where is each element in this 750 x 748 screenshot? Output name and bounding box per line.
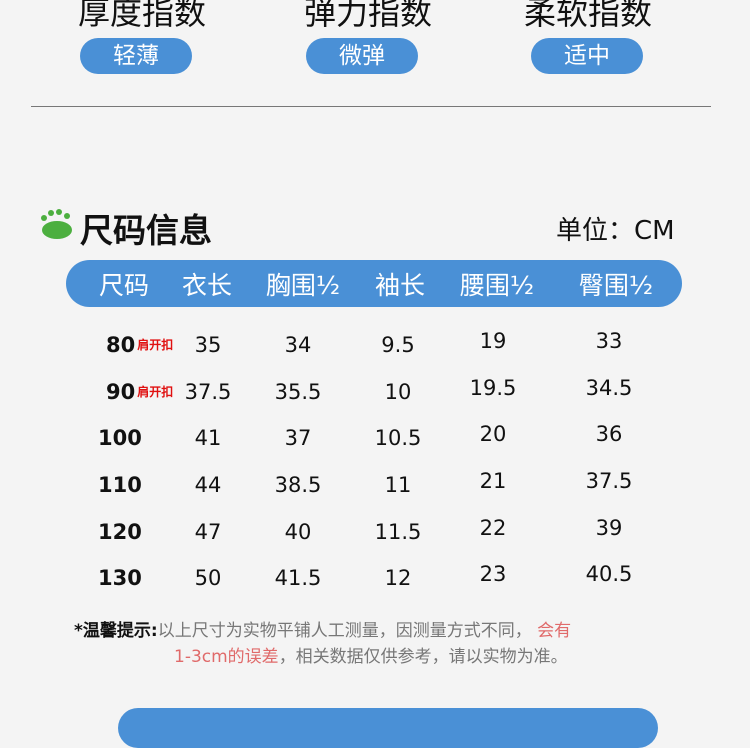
size-value: 90 [106, 380, 136, 404]
thickness-title: 厚度指数 [77, 0, 206, 32]
size-cell: 100 [98, 426, 142, 450]
table-cell: 33 [595, 329, 623, 353]
size-cell: 130 [98, 566, 142, 590]
note: *温馨提示:以上尺寸为实物平铺人工测量，因测量方式不同， 会有 1-3cm的误差… [74, 618, 571, 670]
table-cell: 40.5 [585, 562, 633, 586]
bottom-banner [118, 708, 658, 748]
elasticity-badge: 微弹 [306, 38, 418, 74]
table-cell: 34 [284, 333, 312, 357]
table-cell: 41.5 [274, 566, 322, 590]
divider [31, 106, 711, 107]
size-cell: 110 [98, 473, 142, 497]
thickness-badge: 轻薄 [80, 38, 192, 74]
table-cell: 23 [479, 562, 507, 586]
softness-title: 柔软指数 [523, 0, 652, 32]
table-cell: 40 [284, 520, 312, 544]
size-tag: 肩开扣 [137, 385, 174, 399]
table-cell: 9.5 [381, 333, 415, 357]
table-cell: 37.5 [184, 380, 232, 404]
table-cell: 39 [595, 516, 623, 540]
table-cell: 50 [194, 566, 222, 590]
note-text-2: ，相关数据仅供参考，请以实物为准。 [278, 647, 568, 667]
elasticity-title: 弹力指数 [303, 0, 432, 32]
size-value: 110 [98, 473, 142, 497]
table-cell: 35.5 [274, 380, 322, 404]
header-cell: 尺码 [98, 271, 149, 300]
unit-label: 单位：CM [556, 216, 675, 246]
table-header [66, 260, 682, 307]
table-cell: 44 [194, 473, 222, 497]
size-value: 130 [98, 566, 142, 590]
size-cell: 120 [98, 520, 142, 544]
size-value: 100 [98, 426, 142, 450]
table-cell: 35 [194, 333, 222, 357]
table-cell: 11 [384, 473, 412, 497]
table-cell: 22 [479, 516, 507, 540]
table-cell: 19 [479, 329, 507, 353]
table-cell: 34.5 [585, 376, 633, 400]
section-title: 尺码信息 [80, 211, 212, 250]
table-cell: 12 [384, 566, 412, 590]
size-cell: 90 肩开扣 [106, 380, 173, 404]
table-cell: 21 [479, 469, 507, 493]
table-cell: 10 [384, 380, 412, 404]
table-cell: 41 [194, 426, 222, 450]
header-cell: 胸围½ [265, 271, 341, 300]
table-cell: 19.5 [469, 376, 517, 400]
table-cell: 37 [284, 426, 312, 450]
table-cell: 10.5 [374, 426, 422, 450]
header-cell: 袖长 [374, 271, 425, 300]
size-tag: 肩开扣 [137, 338, 174, 352]
note-text: 以上尺寸为实物平铺人工测量，因测量方式不同， [157, 621, 532, 641]
header-cell: 衣长 [181, 271, 232, 300]
note-warning: 会有 [537, 621, 572, 641]
header-cell: 臀围½ [578, 271, 654, 300]
size-value: 80 [106, 333, 136, 357]
size-cell: 80 肩开扣 [106, 333, 173, 357]
table-cell: 20 [479, 422, 507, 446]
note-label: *温馨提示: [74, 621, 158, 641]
table-cell: 37.5 [585, 469, 633, 493]
header-cell: 腰围½ [459, 271, 535, 300]
size-value: 120 [98, 520, 142, 544]
paw-icon [41, 209, 72, 239]
table-cell: 11.5 [374, 520, 422, 544]
note-warning-range: 1-3cm的误差 [174, 647, 279, 667]
table-cell: 36 [595, 422, 623, 446]
table-cell: 47 [194, 520, 222, 544]
table-cell: 38.5 [274, 473, 322, 497]
softness-badge: 适中 [531, 38, 643, 74]
